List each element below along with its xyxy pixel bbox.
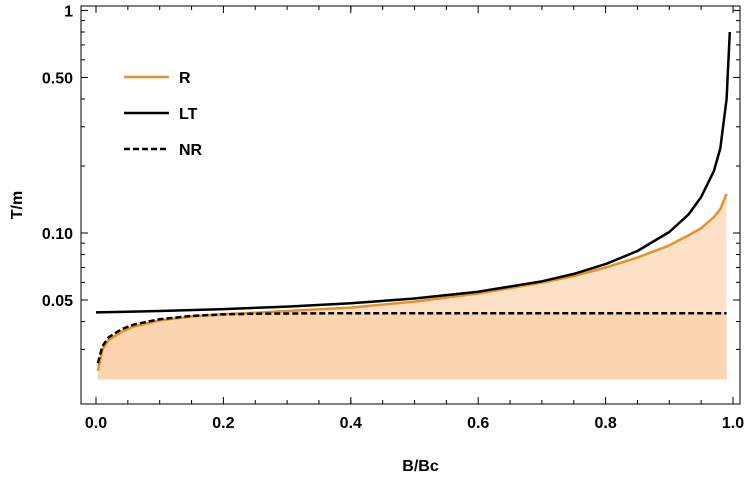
fill-regions [97, 193, 727, 380]
y-tick-label: 0.10 [42, 226, 73, 243]
x-tick-label: 1.0 [722, 415, 744, 432]
y-tick-label: 1 [64, 3, 73, 20]
x-tick-label: 0.2 [212, 415, 234, 432]
legend-label-r: R [179, 70, 191, 87]
series-line-lt [95, 31, 732, 314]
fill-region-lower [97, 313, 727, 380]
x-tick-label: 0.8 [594, 415, 616, 432]
x-tick-label: 0.0 [85, 415, 107, 432]
legend-label-nr: NR [179, 142, 203, 159]
legend: R LT NR [124, 70, 203, 159]
legend-label-lt: LT [179, 106, 198, 123]
y-tick-label: 0.50 [42, 70, 73, 87]
y-axis-label: T/m [9, 191, 26, 219]
y-tick-label: 0.05 [42, 293, 73, 310]
axes: 0.0 0.2 0.4 0.6 0.8 1.0 0.05 0.10 0.50 1 B/Bc T/m [9, 3, 744, 475]
plot-frame [80, 5, 741, 405]
x-tick-label: 0.6 [467, 415, 489, 432]
series-line-r [96, 193, 728, 372]
series-lines [95, 31, 732, 372]
x-axis-label: B/Bc [402, 458, 439, 475]
series-line-nr [96, 311, 727, 364]
x-tick-label: 0.4 [340, 415, 362, 432]
